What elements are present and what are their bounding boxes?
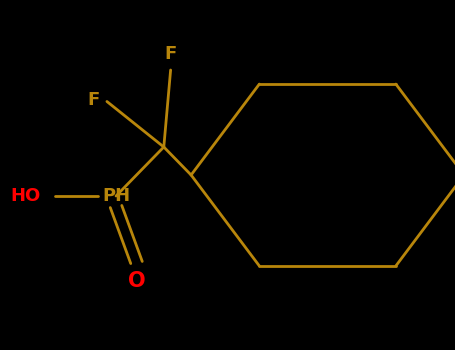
Text: PH: PH: [102, 187, 130, 205]
Text: F: F: [165, 45, 177, 63]
Text: O: O: [128, 271, 145, 291]
Text: F: F: [88, 91, 100, 109]
Text: HO: HO: [11, 187, 41, 205]
